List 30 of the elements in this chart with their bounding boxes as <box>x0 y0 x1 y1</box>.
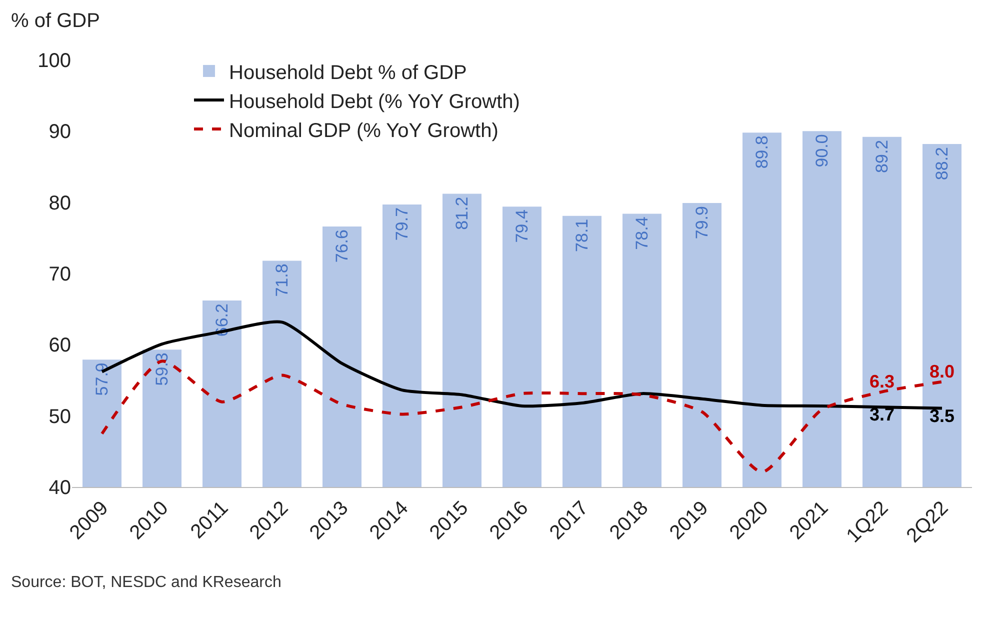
data-label: 88.2 <box>932 146 952 180</box>
y-tick-label: 90 <box>48 121 71 144</box>
data-label: 79.9 <box>692 206 712 240</box>
data-label: 78.1 <box>572 218 592 252</box>
data-label: 81.2 <box>452 196 472 230</box>
data-label: 90.0 <box>812 134 832 168</box>
source-note: Source: BOT, NESDC and KResearch <box>11 574 282 591</box>
y-tick-label: 80 <box>48 192 71 214</box>
data-label: 3.7 <box>869 404 895 425</box>
data-label: 71.8 <box>272 264 292 297</box>
y-tick-label: 50 <box>48 406 71 428</box>
y-tick-label: 40 <box>48 477 71 499</box>
data-label: 79.4 <box>512 210 532 243</box>
data-label: 79.7 <box>392 207 412 241</box>
y-axis-title: % of GDP <box>11 10 100 32</box>
y-tick-label: 60 <box>48 334 71 357</box>
data-label: 8.0 <box>929 361 955 382</box>
legend-label: Household Debt (% YoY Growth) <box>229 90 520 113</box>
data-label: 6.3 <box>869 371 895 392</box>
data-label: 59.3 <box>152 352 172 386</box>
data-label: 57.9 <box>92 362 112 396</box>
data-label: 89.8 <box>752 136 772 169</box>
legend-label: Household Debt % of GDP <box>229 62 467 84</box>
data-label: 76.6 <box>332 230 352 263</box>
y-tick-label: 70 <box>48 264 71 286</box>
data-label: 78.4 <box>632 216 652 250</box>
data-label: 3.5 <box>929 406 955 426</box>
y-tick-label: 100 <box>38 50 71 72</box>
data-label: 89.2 <box>872 140 892 173</box>
legend-label: Nominal GDP (% YoY Growth) <box>229 120 498 142</box>
